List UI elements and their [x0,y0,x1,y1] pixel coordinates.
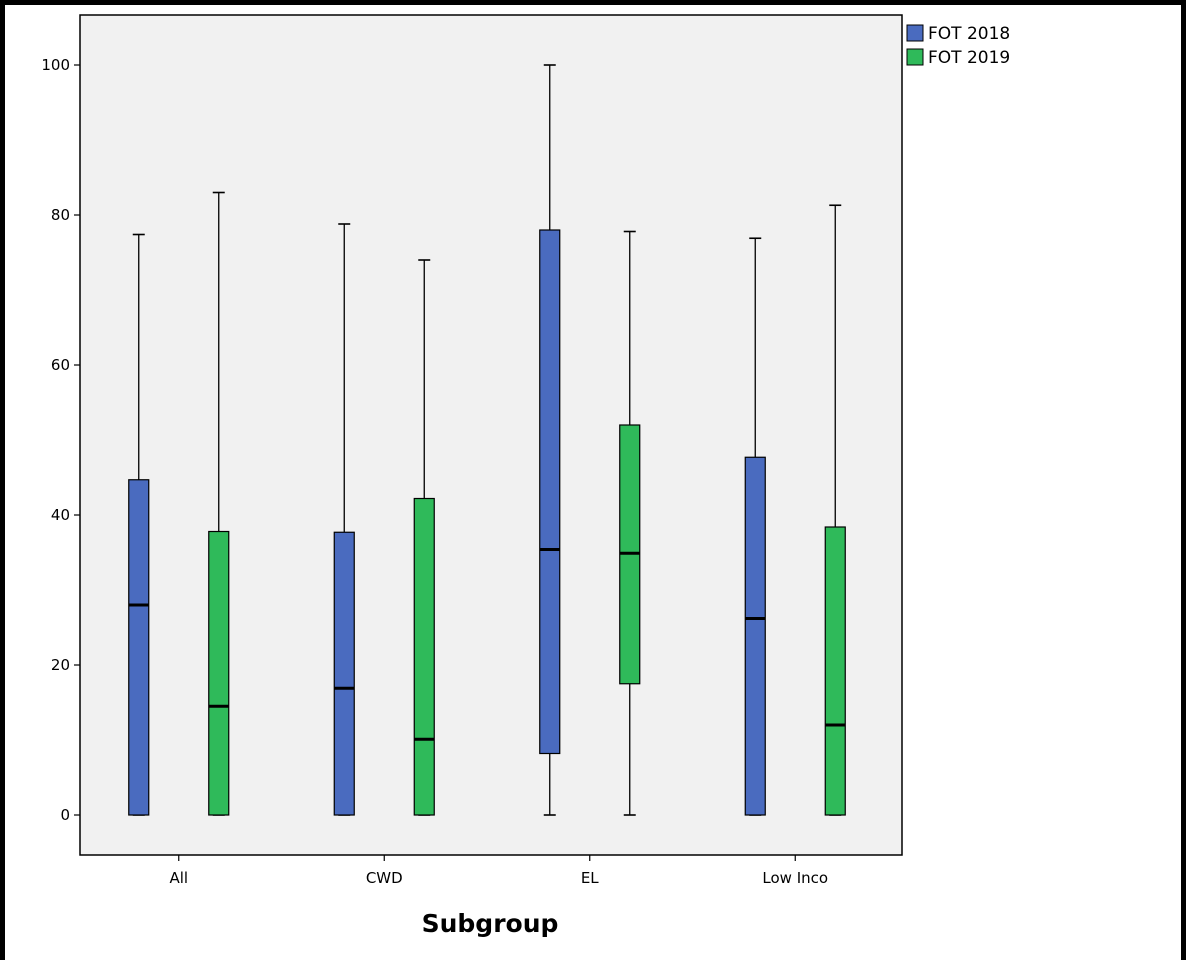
x-axis: All CWD EL Low Inco [169,855,828,887]
iqr-box [413,497,435,816]
box-plot [333,223,355,816]
box-plot [619,230,641,816]
legend-label: FOT 2018 [928,24,1010,44]
iqr-box [208,530,230,816]
legend-swatch [906,48,924,66]
box-plot [744,237,766,816]
y-axis: 0 20 40 60 80 100 [41,56,80,824]
iqr-box [128,479,150,816]
y-tick-label: 60 [51,356,70,374]
box-plot [208,191,230,816]
x-tick-label: Low Inco [762,869,828,887]
box-series-group [128,64,846,816]
series-fot-2018 [128,64,766,816]
iqr-box [333,531,355,816]
x-axis-title: Subgroup [422,909,559,938]
iqr-box [824,526,846,816]
plot-area [79,14,903,856]
series-fot-2019 [208,191,846,816]
legend: FOT 2018 FOT 2019 [906,24,1010,68]
iqr-box [539,229,561,755]
box-plot [128,233,150,816]
y-tick-label: 80 [51,206,70,224]
legend-label: FOT 2019 [928,48,1010,68]
iqr-box [744,456,766,816]
x-tick-label: All [169,869,188,887]
box-plot [413,259,435,816]
box-plot [824,204,846,816]
y-tick-label: 0 [60,806,70,824]
legend-swatch [906,24,924,42]
y-tick-label: 100 [41,56,70,74]
box-plot [539,64,561,816]
y-tick-label: 40 [51,506,70,524]
y-tick-label: 20 [51,656,70,674]
x-tick-label: EL [581,869,599,887]
x-tick-label: CWD [366,869,403,887]
